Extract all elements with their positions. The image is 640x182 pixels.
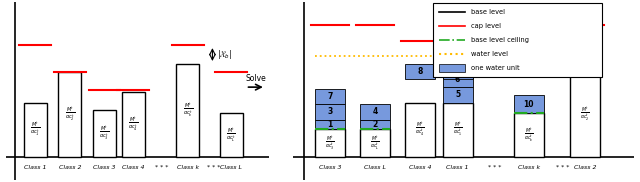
Text: $\frac{M^t}{\alpha c_4^t}$: $\frac{M^t}{\alpha c_4^t}$: [128, 116, 138, 133]
Text: * * *: * * *: [488, 165, 502, 170]
Bar: [177, 64, 200, 157]
Text: base level ceiling: base level ceiling: [470, 37, 529, 43]
Text: Class L: Class L: [364, 165, 386, 170]
Text: $\frac{M^t}{\alpha c_3^t}$: $\frac{M^t}{\alpha c_3^t}$: [99, 125, 109, 142]
Bar: [433, 3, 602, 77]
Text: Class 2: Class 2: [58, 165, 81, 170]
Text: $\frac{M^t}{\alpha c_k^t}$: $\frac{M^t}{\alpha c_k^t}$: [183, 102, 193, 119]
Text: 5: 5: [455, 90, 460, 99]
Bar: [443, 103, 472, 157]
Bar: [360, 104, 390, 120]
Text: 7: 7: [328, 92, 333, 101]
Text: 3: 3: [328, 107, 333, 116]
Bar: [58, 72, 81, 157]
Text: 9: 9: [455, 67, 460, 76]
Bar: [360, 120, 390, 129]
Bar: [220, 114, 243, 157]
Text: $|\mathcal{X}_b|$: $|\mathcal{X}_b|$: [217, 48, 232, 61]
Text: Class 4: Class 4: [409, 165, 431, 170]
Text: 2: 2: [372, 120, 378, 129]
Text: $\frac{M^t}{\alpha c_1^t}$: $\frac{M^t}{\alpha c_1^t}$: [30, 121, 40, 139]
Text: Solve: Solve: [245, 74, 266, 83]
Text: Class L: Class L: [220, 165, 242, 170]
Text: $\frac{M^t}{\alpha c_2^t}$: $\frac{M^t}{\alpha c_2^t}$: [65, 106, 75, 123]
Bar: [570, 72, 600, 157]
Text: Class k: Class k: [177, 165, 199, 170]
Text: $\frac{M^t}{\alpha c_L^t}$: $\frac{M^t}{\alpha c_L^t}$: [371, 134, 380, 152]
Text: $\frac{M^t}{\alpha c_4^t}$: $\frac{M^t}{\alpha c_4^t}$: [415, 121, 425, 139]
Text: $|\mathcal{X}_b|$: $|\mathcal{X}_b|$: [565, 46, 580, 59]
Text: 1: 1: [328, 120, 333, 129]
Text: $\frac{M^t}{\alpha c_3^t}$: $\frac{M^t}{\alpha c_3^t}$: [325, 134, 335, 152]
Text: $\frac{M^t}{\alpha c_1^t}$: $\frac{M^t}{\alpha c_1^t}$: [452, 121, 463, 139]
Bar: [439, 64, 465, 72]
Text: Class 3: Class 3: [319, 165, 341, 170]
Text: cap level: cap level: [470, 23, 500, 29]
Bar: [514, 95, 544, 114]
Bar: [316, 89, 345, 104]
Text: Class 3: Class 3: [93, 165, 116, 170]
Text: * * *: * * *: [207, 165, 221, 170]
Bar: [122, 92, 145, 157]
Text: 4: 4: [372, 107, 378, 116]
Bar: [316, 120, 345, 129]
Text: one water unit: one water unit: [470, 65, 519, 71]
Bar: [316, 129, 345, 157]
Bar: [443, 64, 472, 79]
Bar: [360, 129, 390, 157]
Text: 6: 6: [455, 75, 460, 84]
Text: base level: base level: [470, 9, 505, 15]
Bar: [514, 114, 544, 157]
Text: * * *: * * *: [156, 165, 169, 170]
Bar: [24, 103, 47, 157]
Bar: [405, 103, 435, 157]
Text: $\frac{M^t}{\alpha c_k^t}$: $\frac{M^t}{\alpha c_k^t}$: [524, 126, 534, 144]
Text: water level: water level: [470, 51, 508, 57]
Text: 8: 8: [417, 67, 423, 76]
Bar: [316, 104, 345, 120]
Text: $\frac{M^t}{\alpha c_L^t}$: $\frac{M^t}{\alpha c_L^t}$: [226, 126, 236, 144]
Text: Class 2: Class 2: [573, 165, 596, 170]
Text: Class 4: Class 4: [122, 165, 145, 170]
Text: Class 1: Class 1: [24, 165, 47, 170]
Text: $M_k^t$: $M_k^t$: [487, 60, 499, 74]
Bar: [405, 64, 435, 79]
Text: 10: 10: [524, 100, 534, 109]
Bar: [443, 87, 472, 103]
Text: $\frac{M^t}{\alpha c_2^t}$: $\frac{M^t}{\alpha c_2^t}$: [580, 106, 590, 123]
Text: * * *: * * *: [556, 165, 569, 170]
Bar: [93, 110, 116, 157]
Text: Class k: Class k: [518, 165, 540, 170]
Text: Class 1: Class 1: [446, 165, 468, 170]
Bar: [443, 72, 472, 87]
